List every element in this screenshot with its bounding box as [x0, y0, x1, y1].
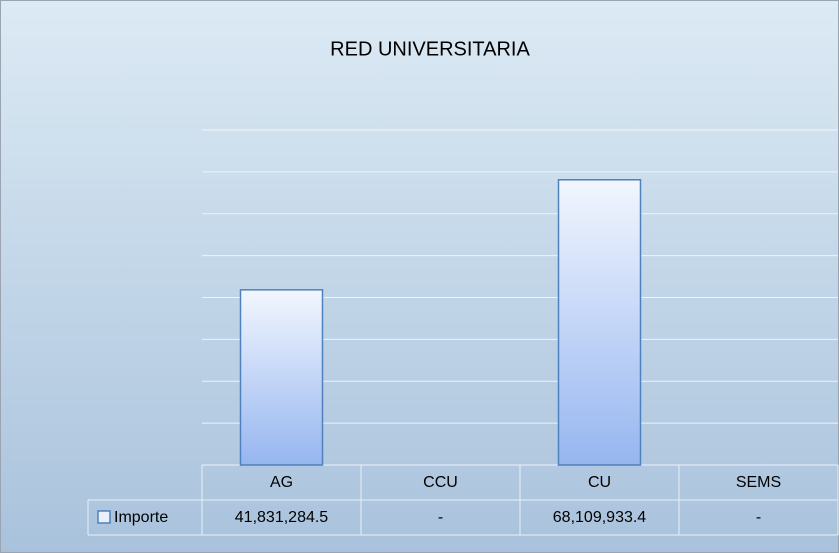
- legend-key: [98, 511, 110, 523]
- bar: [241, 290, 323, 465]
- table-value: 41,831,284.5: [235, 509, 329, 526]
- table-value: -: [438, 509, 443, 526]
- legend-label: Importe: [114, 509, 168, 526]
- table-value: -: [756, 509, 761, 526]
- x-tick-label: AG: [270, 474, 293, 491]
- chart-title: RED UNIVERSITARIA: [330, 38, 530, 60]
- x-tick-label: CCU: [423, 474, 458, 491]
- bar: [559, 180, 641, 465]
- chart: RED UNIVERSITARIA Importe AG 41,831,284.5 C…: [0, 0, 839, 553]
- table-value: 68,109,933.4: [553, 509, 647, 526]
- x-tick-label: SEMS: [736, 474, 781, 491]
- x-tick-label: CU: [588, 474, 611, 491]
- chart-background: [1, 1, 839, 553]
